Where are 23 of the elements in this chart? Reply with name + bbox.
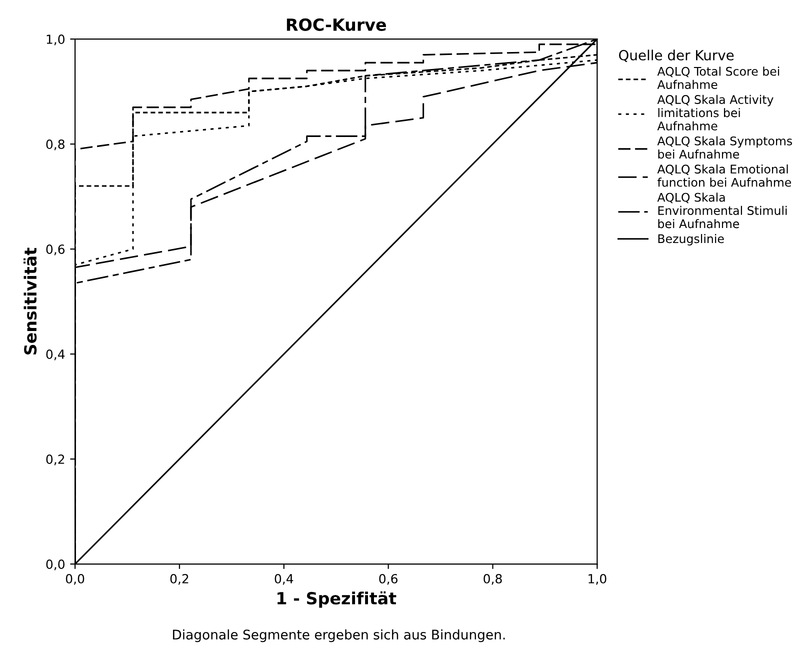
legend-title: Quelle der Kurve: [619, 50, 734, 62]
y-tick-label: 0,6: [46, 244, 65, 256]
text: Diagonale Segmente ergeben sich aus Bindungen.: [173, 629, 505, 642]
legend-label: AQLQ Skala Emotional function bei Aufnahme: [657, 164, 792, 187]
legend-label: AQLQ Skala Environmental Stimuli bei Aufnahme: [657, 192, 787, 228]
legend-label: AQLQ Total Score bei Aufnahme: [657, 66, 780, 90]
x-tick-label: 0,0: [66, 574, 84, 585]
x-tick-label: 0,8: [484, 574, 502, 585]
x-tick-label: 0,4: [274, 574, 294, 585]
y-tick-label: 0,0: [46, 559, 64, 570]
legend-label: AQLQ Skala Activity limitations bei Aufnahme: [657, 94, 774, 130]
x-axis-title: 1 - Spezifität: [278, 591, 396, 608]
y-tick-label: 0,4: [46, 350, 65, 360]
x-tick-label: 0,6: [379, 574, 398, 585]
y-tick-label: 0,8: [46, 140, 64, 150]
chart-title: ROC-Kurve: [286, 18, 386, 31]
y-axis-title: Sensitivität: [24, 248, 37, 354]
y-tick-label: 0,2: [46, 454, 64, 466]
x-tick-label: 0,2: [170, 574, 188, 585]
legend-label: Bezugslinie: [658, 234, 724, 246]
x-tick-label: 1,0: [588, 574, 606, 585]
y-tick-label: 1,0: [46, 34, 64, 46]
legend-label: AQLQ Skala Symptoms bei Aufnahme: [657, 136, 792, 159]
